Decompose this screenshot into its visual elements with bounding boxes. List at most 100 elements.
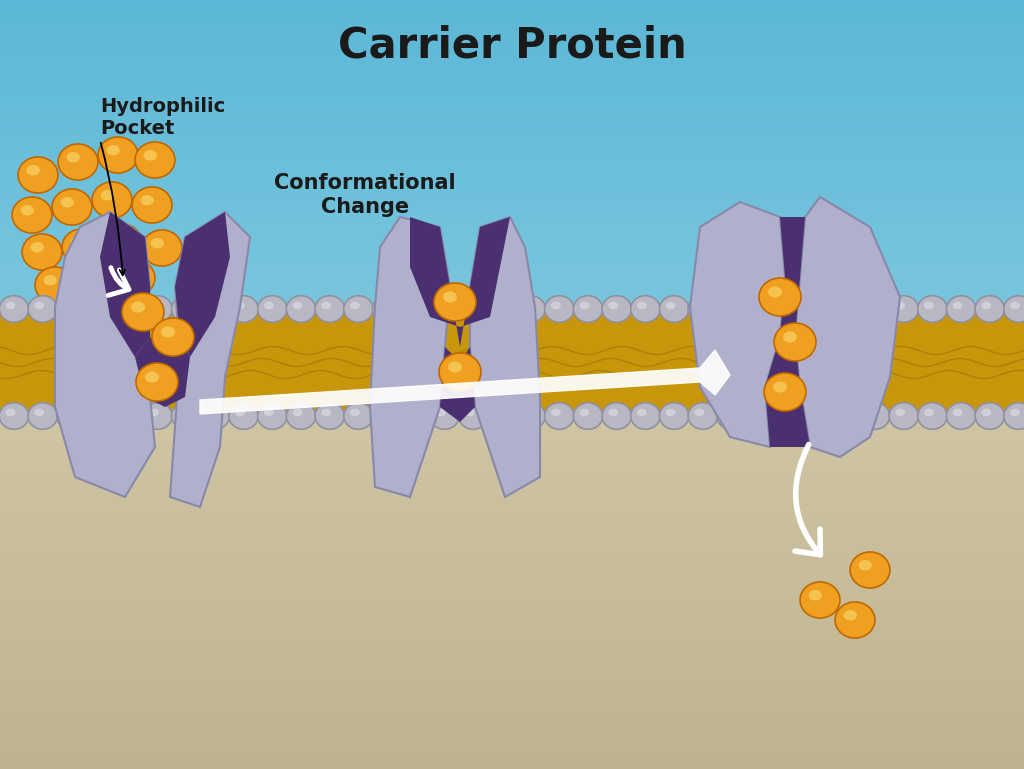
Ellipse shape xyxy=(516,296,546,322)
Ellipse shape xyxy=(783,331,797,342)
Ellipse shape xyxy=(439,353,481,391)
Ellipse shape xyxy=(449,361,462,372)
Ellipse shape xyxy=(494,408,504,416)
Ellipse shape xyxy=(774,403,804,429)
Ellipse shape xyxy=(809,408,819,416)
Ellipse shape xyxy=(573,403,603,429)
Ellipse shape xyxy=(608,408,618,416)
Ellipse shape xyxy=(666,408,676,416)
Ellipse shape xyxy=(178,408,187,416)
Ellipse shape xyxy=(602,296,632,322)
Ellipse shape xyxy=(85,403,115,429)
Ellipse shape xyxy=(975,296,1005,322)
Polygon shape xyxy=(780,217,805,347)
Ellipse shape xyxy=(92,408,101,416)
Ellipse shape xyxy=(142,230,182,266)
Ellipse shape xyxy=(580,408,590,416)
Ellipse shape xyxy=(322,301,331,309)
Ellipse shape xyxy=(115,260,155,296)
Ellipse shape xyxy=(745,403,775,429)
FancyArrowPatch shape xyxy=(109,268,129,295)
Ellipse shape xyxy=(723,408,733,416)
Ellipse shape xyxy=(142,403,172,429)
Ellipse shape xyxy=(264,301,273,309)
Ellipse shape xyxy=(717,296,746,322)
Ellipse shape xyxy=(952,301,963,309)
Ellipse shape xyxy=(12,197,52,233)
Ellipse shape xyxy=(551,408,561,416)
Ellipse shape xyxy=(207,301,216,309)
Ellipse shape xyxy=(1004,403,1024,429)
Ellipse shape xyxy=(952,408,963,416)
Ellipse shape xyxy=(379,301,388,309)
Ellipse shape xyxy=(659,296,689,322)
Ellipse shape xyxy=(637,301,647,309)
Ellipse shape xyxy=(258,296,287,322)
Ellipse shape xyxy=(745,296,775,322)
Ellipse shape xyxy=(1010,301,1020,309)
Ellipse shape xyxy=(0,296,29,322)
Polygon shape xyxy=(470,217,540,497)
Ellipse shape xyxy=(23,234,61,270)
Ellipse shape xyxy=(408,301,417,309)
Ellipse shape xyxy=(850,552,890,588)
Ellipse shape xyxy=(28,403,57,429)
Ellipse shape xyxy=(111,232,124,242)
Ellipse shape xyxy=(132,187,172,223)
Ellipse shape xyxy=(152,318,194,356)
Ellipse shape xyxy=(293,408,302,416)
Ellipse shape xyxy=(436,301,445,309)
Ellipse shape xyxy=(975,403,1005,429)
Ellipse shape xyxy=(18,157,58,193)
Ellipse shape xyxy=(800,582,840,618)
Ellipse shape xyxy=(373,296,401,322)
Ellipse shape xyxy=(124,268,137,278)
Ellipse shape xyxy=(102,224,142,260)
Ellipse shape xyxy=(774,323,816,361)
Ellipse shape xyxy=(236,408,245,416)
Ellipse shape xyxy=(545,296,574,322)
Ellipse shape xyxy=(918,296,947,322)
Text: Hydrophilic
Pocket: Hydrophilic Pocket xyxy=(100,98,225,138)
Ellipse shape xyxy=(121,301,130,309)
Ellipse shape xyxy=(860,296,890,322)
Ellipse shape xyxy=(688,403,718,429)
Ellipse shape xyxy=(924,301,934,309)
Text: Conformational
Change: Conformational Change xyxy=(274,173,456,217)
Ellipse shape xyxy=(201,296,229,322)
Ellipse shape xyxy=(121,408,130,416)
Polygon shape xyxy=(370,217,450,497)
Ellipse shape xyxy=(98,137,138,173)
Ellipse shape xyxy=(401,296,430,322)
Ellipse shape xyxy=(131,301,145,312)
Ellipse shape xyxy=(608,301,618,309)
Ellipse shape xyxy=(171,403,201,429)
Ellipse shape xyxy=(34,408,44,416)
Ellipse shape xyxy=(5,408,15,416)
Ellipse shape xyxy=(62,229,102,265)
Ellipse shape xyxy=(918,403,947,429)
Ellipse shape xyxy=(150,408,159,416)
Ellipse shape xyxy=(580,301,590,309)
Ellipse shape xyxy=(161,327,175,338)
Ellipse shape xyxy=(142,296,172,322)
FancyArrowPatch shape xyxy=(795,444,820,554)
Ellipse shape xyxy=(946,403,976,429)
Ellipse shape xyxy=(258,403,287,429)
Ellipse shape xyxy=(858,560,871,571)
Ellipse shape xyxy=(838,408,848,416)
Ellipse shape xyxy=(522,408,532,416)
Ellipse shape xyxy=(780,301,791,309)
Ellipse shape xyxy=(688,296,718,322)
Ellipse shape xyxy=(459,403,487,429)
Ellipse shape xyxy=(494,301,504,309)
Ellipse shape xyxy=(35,267,75,303)
Ellipse shape xyxy=(465,408,474,416)
Ellipse shape xyxy=(809,301,819,309)
Text: Carrier Protein: Carrier Protein xyxy=(338,24,686,66)
Ellipse shape xyxy=(866,408,877,416)
Ellipse shape xyxy=(34,301,44,309)
Ellipse shape xyxy=(637,408,647,416)
Ellipse shape xyxy=(229,403,258,429)
Ellipse shape xyxy=(895,408,905,416)
